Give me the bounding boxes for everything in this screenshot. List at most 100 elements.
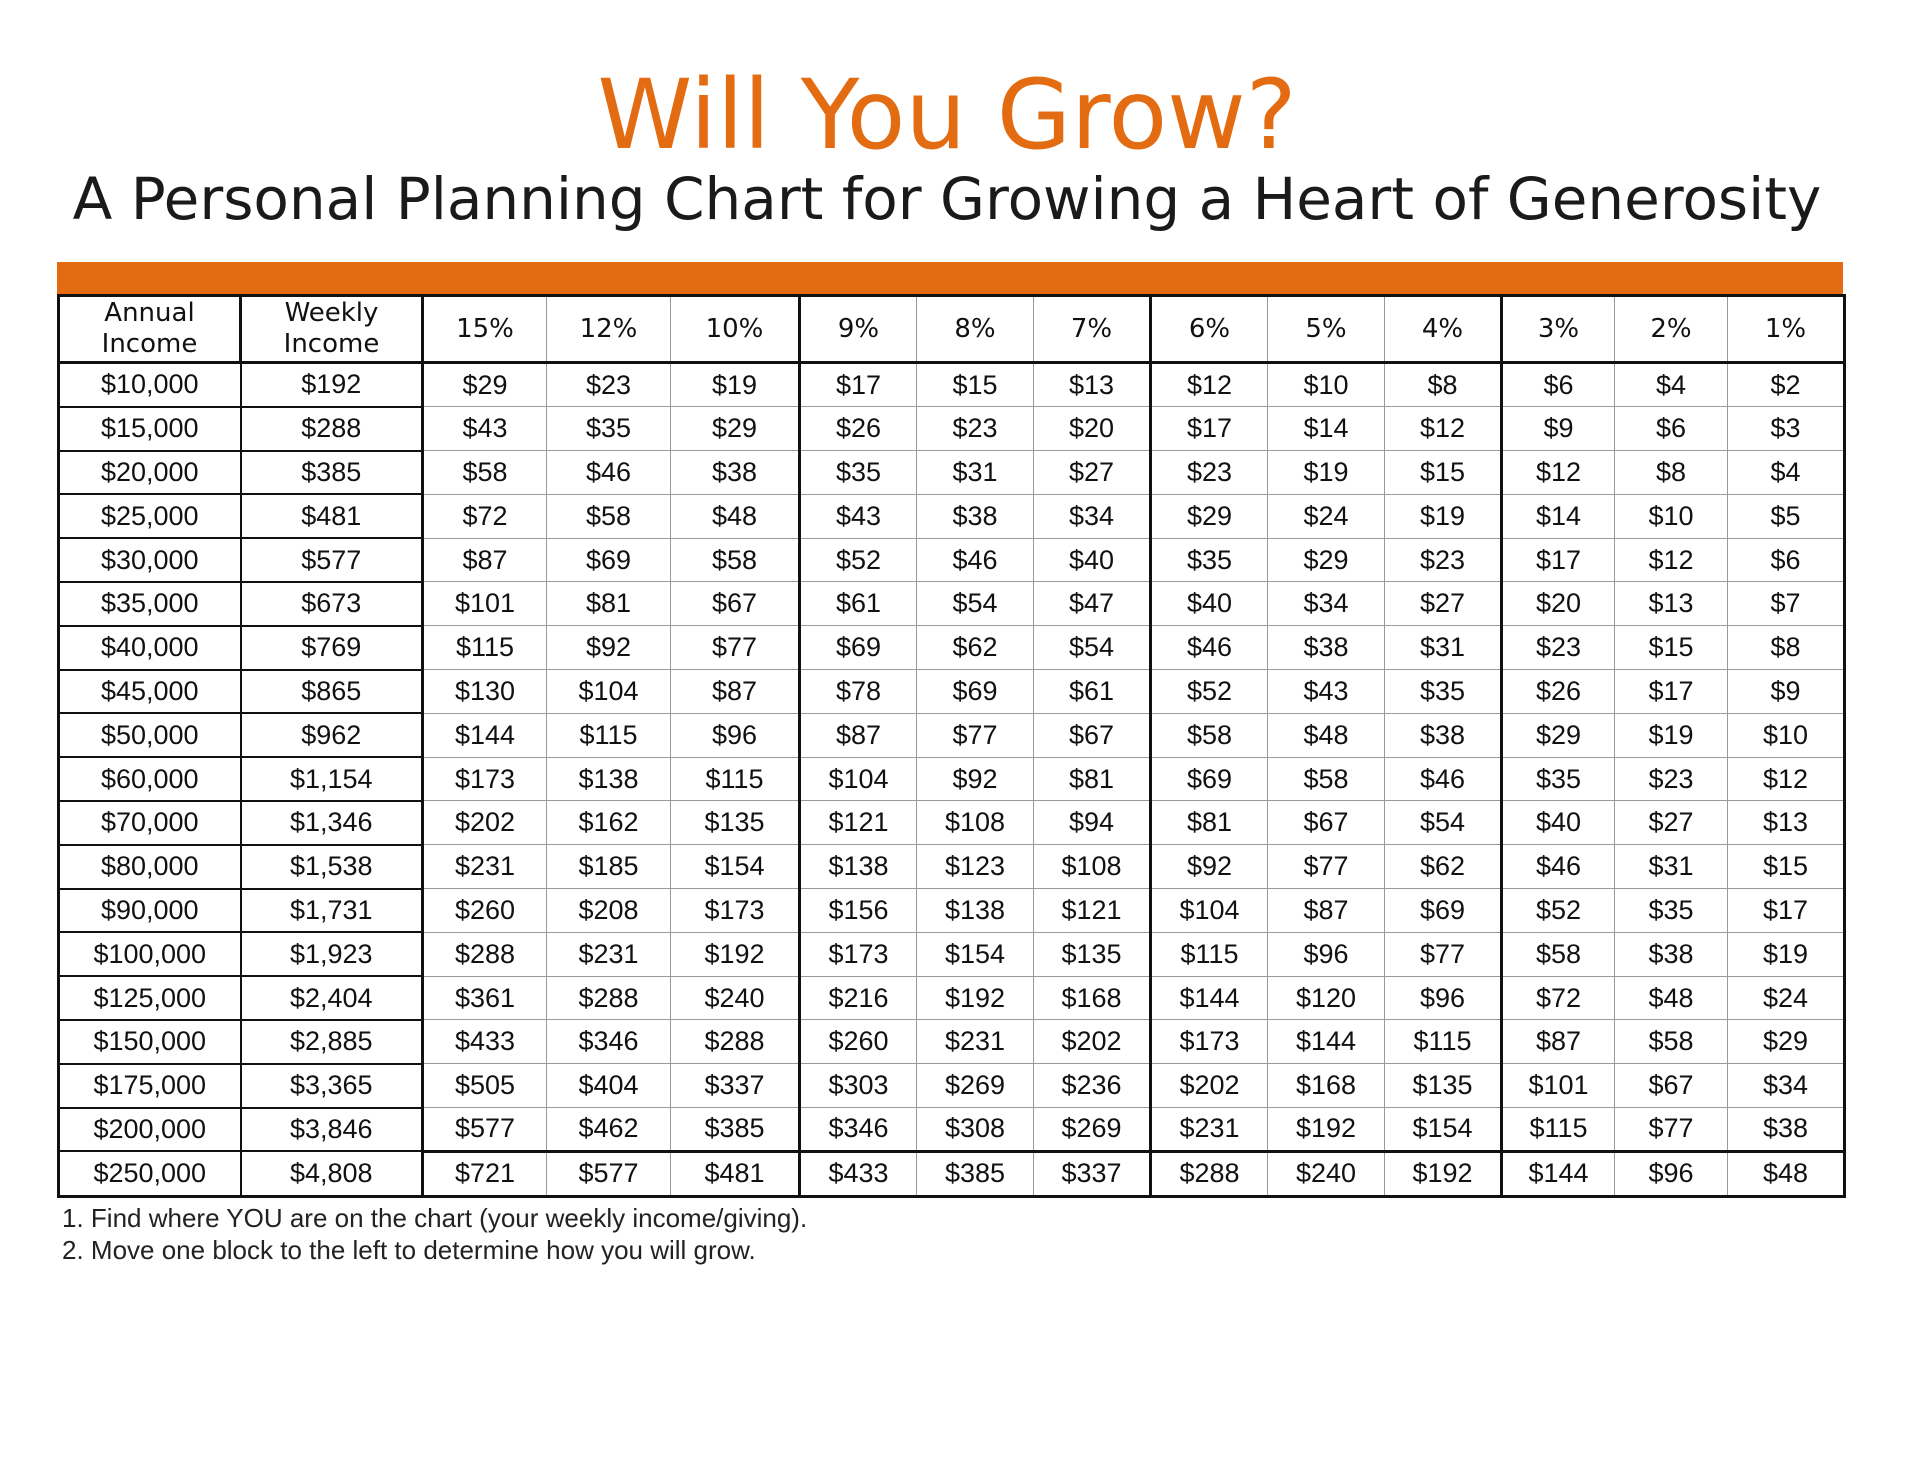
giving-amount-cell: $19 <box>1727 931 1845 977</box>
annual-income-cell: $80,000 <box>58 844 242 890</box>
giving-amount-cell: $69 <box>1150 756 1268 802</box>
giving-amount-cell: $52 <box>1150 669 1268 714</box>
giving-amount-cell: $19 <box>1614 712 1728 758</box>
giving-amount-cell: $46 <box>1501 844 1615 890</box>
giving-amount-cell: $115 <box>1501 1107 1615 1152</box>
annual-income-cell: $175,000 <box>58 1063 242 1109</box>
giving-amount-cell: $77 <box>1384 931 1503 977</box>
giving-amount-cell: $43 <box>799 493 917 539</box>
giving-amount-cell: $14 <box>1267 406 1385 452</box>
giving-amount-cell: $38 <box>1727 1107 1845 1152</box>
giving-amount-cell: $58 <box>1501 931 1615 977</box>
percent-header: 4% <box>1384 295 1503 364</box>
giving-amount-cell: $17 <box>1727 888 1845 933</box>
annual-income-cell: $90,000 <box>58 888 242 934</box>
giving-amount-cell: $12 <box>1727 756 1845 802</box>
giving-amount-cell: $240 <box>670 975 801 1021</box>
giving-amount-cell: $123 <box>916 844 1034 890</box>
giving-amount-cell: $58 <box>670 537 801 583</box>
annual-income-cell: $60,000 <box>58 756 242 802</box>
giving-amount-cell: $101 <box>422 581 547 627</box>
giving-amount-cell: $72 <box>1501 975 1615 1021</box>
giving-amount-cell: $27 <box>1384 581 1503 627</box>
table-row: $60,000 $1,154 $173 $138 $115 $104 $92 $81 $69 $5… <box>58 756 1845 802</box>
percent-header: 1% <box>1727 295 1845 364</box>
table-row: $25,000 $481 $72 $58 $48 $43 $38 $34 $29 $24 $19 $1… <box>58 493 1845 540</box>
table-row: $90,000 $1,731 $260 $208 $173 $156 $138 $121 $10… <box>58 888 1845 934</box>
giving-chart-table: Annual Income Weekly Income 15% 12% 10% … <box>57 294 1846 1198</box>
giving-amount-cell: $130 <box>422 669 547 714</box>
giving-amount-cell: $144 <box>422 712 547 758</box>
giving-amount-cell: $94 <box>1033 800 1152 846</box>
giving-amount-cell: $202 <box>422 800 547 846</box>
table-row: $10,000 $192 $29 $23 $19 $17 $15 $13 $12 $10 $8 $6 $… <box>58 361 1845 408</box>
annual-income-cell: $20,000 <box>58 450 242 496</box>
giving-amount-cell: $20 <box>1501 581 1615 627</box>
giving-amount-cell: $346 <box>799 1107 917 1152</box>
weekly-income-cell: $192 <box>240 361 424 408</box>
giving-amount-cell: $38 <box>1614 931 1728 977</box>
giving-amount-cell: $24 <box>1267 493 1385 539</box>
giving-amount-cell: $10 <box>1727 712 1845 758</box>
giving-amount-cell: $46 <box>1150 625 1268 671</box>
weekly-income-cell: $865 <box>240 669 424 715</box>
giving-amount-cell: $14 <box>1501 493 1615 539</box>
giving-amount-cell: $96 <box>1384 975 1503 1021</box>
giving-amount-cell: $12 <box>1150 361 1268 408</box>
table-row: $20,000 $385 $58 $46 $38 $35 $31 $27 $23 $19 $15 $1… <box>58 450 1845 496</box>
header-accent-bar <box>57 262 1843 294</box>
giving-amount-cell: $192 <box>1267 1107 1385 1152</box>
giving-amount-cell: $19 <box>1267 450 1385 495</box>
giving-amount-cell: $29 <box>422 361 547 408</box>
giving-amount-cell: $58 <box>1150 712 1268 758</box>
giving-amount-cell: $58 <box>546 493 671 539</box>
giving-amount-cell: $144 <box>1267 1019 1385 1065</box>
giving-amount-cell: $62 <box>916 625 1034 671</box>
giving-amount-cell: $10 <box>1614 493 1728 539</box>
giving-amount-cell: $240 <box>1267 1149 1385 1198</box>
giving-amount-cell: $77 <box>670 625 801 671</box>
giving-amount-cell: $303 <box>799 1063 917 1109</box>
giving-amount-cell: $43 <box>422 406 547 452</box>
table-row: $30,000 $577 $87 $69 $58 $52 $46 $40 $35 $29 $23 $1… <box>58 537 1845 583</box>
giving-amount-cell: $154 <box>1384 1107 1503 1152</box>
giving-amount-cell: $34 <box>1267 581 1385 627</box>
giving-amount-cell: $192 <box>1384 1149 1503 1198</box>
giving-amount-cell: $92 <box>546 625 671 671</box>
weekly-income-cell: $1,538 <box>240 844 424 890</box>
giving-amount-cell: $96 <box>670 712 801 758</box>
weekly-income-cell: $962 <box>240 712 424 759</box>
giving-amount-cell: $24 <box>1727 975 1845 1021</box>
giving-amount-cell: $58 <box>422 450 547 495</box>
giving-amount-cell: $5 <box>1727 493 1845 539</box>
weekly-income-cell: $3,846 <box>240 1107 424 1153</box>
giving-amount-cell: $29 <box>1727 1019 1845 1065</box>
giving-amount-cell: $385 <box>670 1107 801 1152</box>
giving-amount-cell: $173 <box>1150 1019 1268 1065</box>
giving-amount-cell: $173 <box>799 931 917 977</box>
table-row: $200,000 $3,846 $577 $462 $385 $346 $308 $269 $2… <box>58 1107 1845 1153</box>
giving-amount-cell: $34 <box>1727 1063 1845 1109</box>
giving-amount-cell: $96 <box>1267 931 1385 977</box>
percent-header: 7% <box>1033 295 1152 364</box>
giving-amount-cell: $81 <box>546 581 671 627</box>
giving-amount-cell: $48 <box>1727 1149 1845 1198</box>
giving-amount-cell: $231 <box>546 931 671 977</box>
giving-amount-cell: $138 <box>799 844 917 890</box>
giving-amount-cell: $67 <box>670 581 801 627</box>
giving-amount-cell: $481 <box>670 1149 801 1198</box>
annual-income-cell: $40,000 <box>58 625 242 671</box>
giving-amount-cell: $40 <box>1501 800 1615 846</box>
percent-header: 15% <box>422 295 547 364</box>
giving-amount-cell: $13 <box>1033 361 1152 408</box>
giving-amount-cell: $23 <box>1384 537 1503 583</box>
giving-amount-cell: $115 <box>546 712 671 758</box>
giving-amount-cell: $6 <box>1614 406 1728 452</box>
weekly-income-cell: $2,404 <box>240 975 424 1021</box>
giving-amount-cell: $208 <box>546 888 671 933</box>
giving-amount-cell: $121 <box>799 800 917 846</box>
percent-header: 9% <box>799 295 917 364</box>
giving-amount-cell: $236 <box>1033 1063 1152 1109</box>
giving-amount-cell: $77 <box>1614 1107 1728 1152</box>
weekly-income-cell: $577 <box>240 537 424 583</box>
